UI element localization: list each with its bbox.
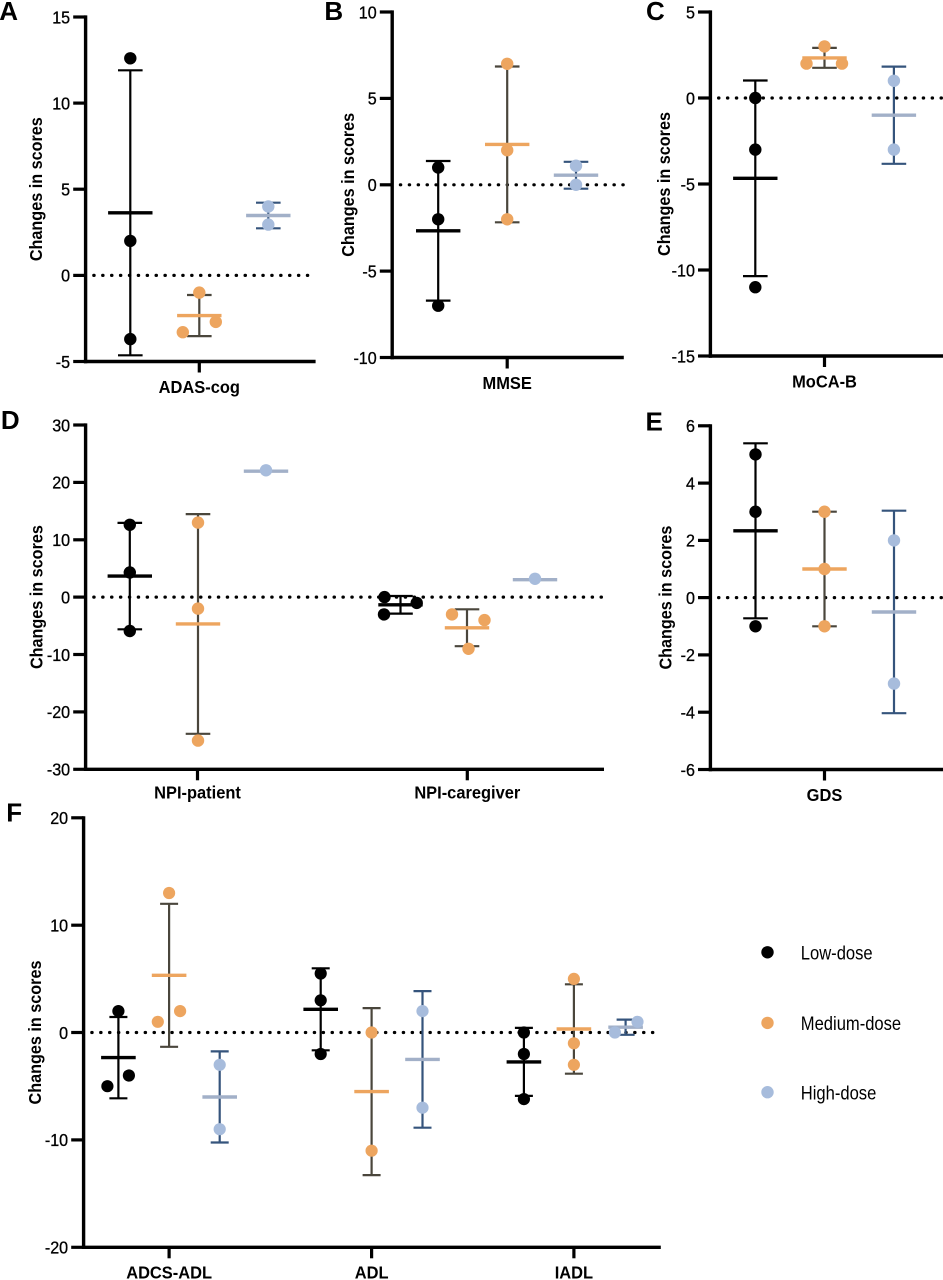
- svg-text:30: 30: [52, 416, 70, 436]
- svg-text:High-dose: High-dose: [801, 1082, 876, 1104]
- svg-text:Changes in scores: Changes in scores: [656, 526, 676, 670]
- svg-text:20: 20: [52, 473, 70, 493]
- svg-text:Medium-dose: Medium-dose: [801, 1013, 901, 1035]
- svg-text:Changes in scores: Changes in scores: [25, 961, 45, 1105]
- svg-text:10: 10: [50, 916, 68, 936]
- svg-text:0: 0: [61, 266, 70, 286]
- svg-text:10: 10: [52, 530, 70, 550]
- svg-text:-15: -15: [672, 347, 695, 367]
- svg-text:NPI-caregiver: NPI-caregiver: [414, 783, 520, 803]
- svg-text:-20: -20: [45, 1238, 68, 1258]
- svg-text:2: 2: [686, 531, 695, 551]
- svg-text:Changes in scores: Changes in scores: [26, 117, 46, 261]
- svg-text:0: 0: [686, 89, 695, 109]
- svg-text:-4: -4: [681, 703, 695, 723]
- svg-text:Changes in scores: Changes in scores: [338, 113, 358, 257]
- svg-text:-5: -5: [56, 352, 70, 372]
- svg-text:Changes in scores: Changes in scores: [27, 525, 47, 669]
- svg-text:A: A: [0, 0, 18, 26]
- svg-text:0: 0: [368, 175, 377, 195]
- svg-text:6: 6: [686, 416, 695, 436]
- svg-text:20: 20: [50, 808, 68, 828]
- svg-text:4: 4: [686, 474, 695, 494]
- svg-text:-2: -2: [681, 646, 695, 666]
- svg-text:0: 0: [61, 588, 70, 608]
- svg-text:-10: -10: [45, 1131, 68, 1151]
- svg-text:C: C: [646, 0, 665, 26]
- svg-text:ADCS-ADL: ADCS-ADL: [126, 1263, 212, 1280]
- svg-text:NPI-patient: NPI-patient: [154, 783, 241, 803]
- svg-text:Changes in scores: Changes in scores: [654, 112, 674, 256]
- svg-text:-20: -20: [47, 703, 70, 723]
- svg-text:5: 5: [686, 3, 695, 23]
- svg-text:D: D: [1, 405, 20, 435]
- svg-text:10: 10: [359, 3, 377, 23]
- svg-text:5: 5: [368, 89, 377, 109]
- svg-text:ADAS-cog: ADAS-cog: [159, 377, 240, 397]
- svg-text:IADL: IADL: [555, 1263, 593, 1280]
- svg-text:ADL: ADL: [355, 1263, 389, 1280]
- svg-text:B: B: [324, 0, 343, 26]
- svg-text:5: 5: [61, 180, 70, 200]
- svg-text:-10: -10: [353, 348, 376, 368]
- svg-text:10: 10: [52, 94, 70, 114]
- svg-text:E: E: [646, 407, 663, 437]
- svg-text:-6: -6: [681, 760, 695, 780]
- svg-text:-10: -10: [672, 261, 695, 281]
- svg-text:GDS: GDS: [807, 786, 843, 806]
- svg-text:-5: -5: [681, 175, 695, 195]
- svg-text:MMSE: MMSE: [483, 374, 532, 394]
- svg-text:-5: -5: [362, 262, 376, 282]
- svg-text:0: 0: [59, 1023, 68, 1043]
- svg-text:F: F: [6, 798, 22, 828]
- svg-text:MoCA-B: MoCA-B: [792, 372, 857, 392]
- svg-text:-30: -30: [47, 760, 70, 780]
- svg-text:-10: -10: [47, 645, 70, 665]
- svg-text:0: 0: [686, 588, 695, 608]
- svg-text:15: 15: [52, 8, 70, 28]
- svg-text:Low-dose: Low-dose: [801, 942, 873, 964]
